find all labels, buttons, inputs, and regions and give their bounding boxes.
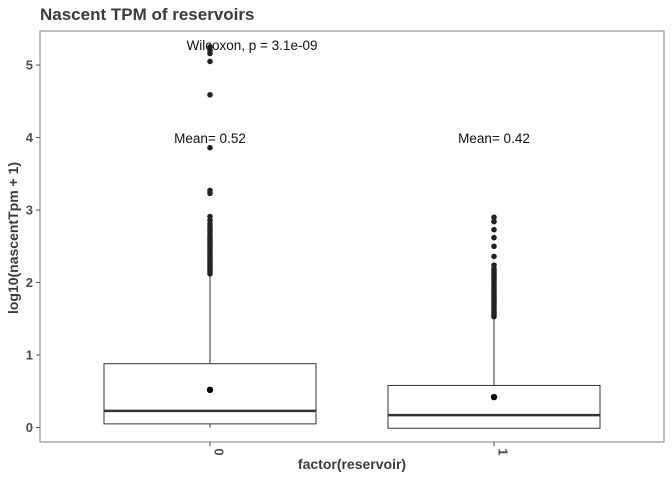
outlier-point-0-26: [207, 187, 213, 194]
box-group-0: [103, 44, 317, 428]
y-axis-title: log10(nascentTpm + 1): [5, 162, 21, 314]
mean-annotation-0: Mean= 0.52: [174, 131, 246, 146]
outlier-point-1-25: [491, 243, 497, 250]
outlier-point-1-28: [491, 218, 497, 225]
x-tick-label-0: 0: [212, 448, 227, 455]
y-tick-label-4: 4: [26, 130, 34, 145]
mean-point-0: [206, 386, 214, 394]
wilcoxon-annotation: Wilcoxon, p = 3.1e-09: [187, 38, 318, 53]
outlier-point-1-24: [491, 253, 497, 260]
mean-point-1: [490, 393, 498, 401]
outlier-point-1-27: [491, 226, 497, 233]
outlier-point-1-23: [491, 262, 497, 268]
y-tick-label-1: 1: [26, 348, 33, 363]
outlier-point-0-27: [207, 144, 213, 151]
x-axis-title: factor(reservoir): [298, 456, 406, 472]
outlier-point-1-29: [491, 214, 497, 221]
box-plots: [103, 44, 601, 429]
chart-title: Nascent TPM of reservoirs: [40, 5, 254, 24]
y-tick-label-3: 3: [26, 203, 33, 218]
outlier-point-0-28: [207, 91, 213, 98]
box-group-1: [387, 214, 601, 429]
y-tick-label-5: 5: [26, 58, 33, 73]
y-tick-label-0: 0: [26, 420, 33, 435]
y-tick-label-2: 2: [26, 275, 33, 290]
mean-annotation-1: Mean= 0.42: [458, 131, 530, 146]
outlier-point-0-32: [207, 44, 213, 50]
outlier-point-1-26: [491, 234, 497, 241]
outlier-point-0-24: [207, 213, 213, 220]
x-tick-label-1: 1: [496, 448, 511, 455]
y-axis: 0 1 2 3 4 5: [26, 58, 40, 435]
box-0: [103, 363, 317, 425]
outlier-point-0-29: [207, 58, 213, 65]
box-1: [387, 384, 601, 429]
